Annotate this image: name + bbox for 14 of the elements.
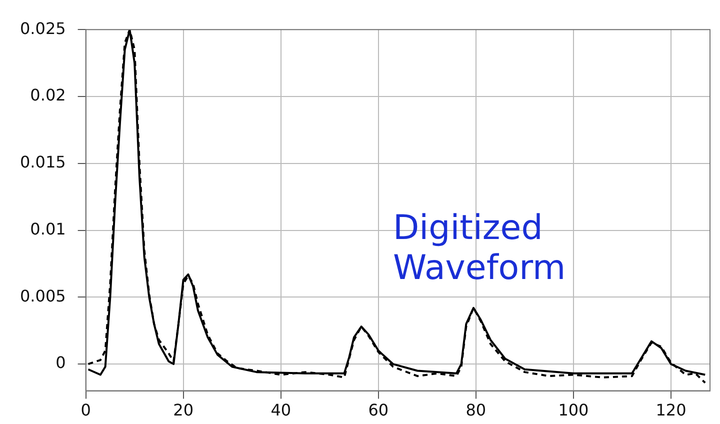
x-tick-label: 20: [173, 400, 194, 420]
annotation: Digitized Waveform: [393, 208, 567, 288]
x-tick-label: 80: [466, 400, 486, 420]
x-tick-label: 0: [80, 400, 91, 420]
x-tick-label: 40: [270, 400, 292, 420]
x-tick-label: 60: [368, 400, 389, 420]
y-tick-label: 0.015: [20, 152, 66, 172]
y-tick-label: 0.005: [20, 286, 66, 306]
y-tick-label: 0.02: [30, 86, 66, 105]
y-tick-label: 0.025: [20, 18, 66, 38]
y-tick-label: 0: [56, 353, 66, 372]
y-tick-label: 0.01: [30, 219, 66, 238]
x-tick-label: 100: [558, 400, 589, 420]
x-tick-label: 120: [656, 400, 686, 420]
